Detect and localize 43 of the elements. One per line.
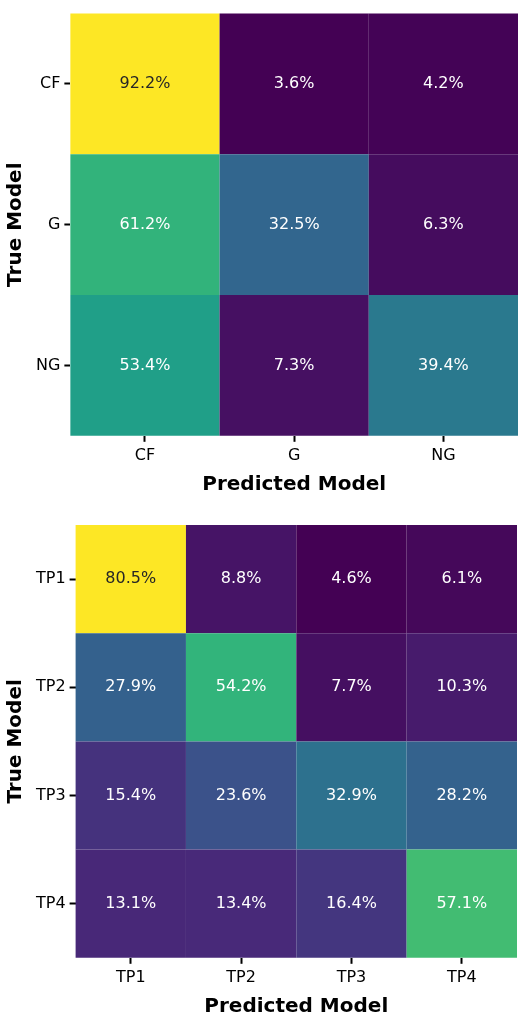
data-label: 80.5% <box>105 568 157 588</box>
x-tick-label: TP1 <box>114 966 146 986</box>
data-label: 39.4% <box>417 354 469 374</box>
x-tick-label: NG <box>431 444 456 464</box>
y-tick-label: TP2 <box>34 676 66 696</box>
data-label: 92.2% <box>119 73 171 93</box>
data-label: 15.4% <box>105 784 157 804</box>
data-label: 32.5% <box>268 213 320 233</box>
data-label: 27.9% <box>105 676 157 696</box>
data-label: 16.4% <box>326 892 377 912</box>
x-axis-title: Predicted Model <box>202 471 387 496</box>
data-label: 4.2% <box>423 73 464 93</box>
x-tick-label: TP2 <box>225 966 256 986</box>
y-axis-title: True Model <box>2 679 27 804</box>
y-tick-label: G <box>47 213 61 233</box>
y-tick-label: CF <box>39 73 61 93</box>
data-label: 10.3% <box>436 676 488 696</box>
y-tick-label: TP1 <box>34 568 66 588</box>
y-tick-label: TP3 <box>34 784 66 804</box>
data-label: 57.1% <box>436 892 488 912</box>
x-tick-label: G <box>287 444 301 464</box>
data-label: 8.8% <box>220 568 262 588</box>
data-label: 3.6% <box>273 73 315 93</box>
data-label: 4.6% <box>331 568 372 588</box>
y-axis-title: True Model <box>2 162 27 287</box>
x-axis-title: Predicted Model <box>204 993 389 1018</box>
data-label: 6.3% <box>423 213 464 233</box>
y-tick-label: NG <box>35 354 61 374</box>
data-label: 53.4% <box>119 354 171 374</box>
data-label: 54.2% <box>215 676 267 696</box>
data-label: 13.1% <box>105 892 157 912</box>
x-tick-label: CF <box>134 444 156 464</box>
data-label: 28.2% <box>436 784 488 804</box>
data-label: 32.9% <box>326 784 377 804</box>
x-tick-label: TP4 <box>446 966 477 986</box>
data-label: 6.1% <box>441 568 483 588</box>
data-label: 7.7% <box>331 676 372 696</box>
data-label: 61.2% <box>119 213 171 233</box>
y-tick-label: TP4 <box>34 892 66 912</box>
data-label: 13.4% <box>215 892 267 912</box>
data-label: 7.3% <box>273 354 315 374</box>
data-label: 23.6% <box>215 784 267 804</box>
x-tick-label: TP3 <box>335 966 367 986</box>
